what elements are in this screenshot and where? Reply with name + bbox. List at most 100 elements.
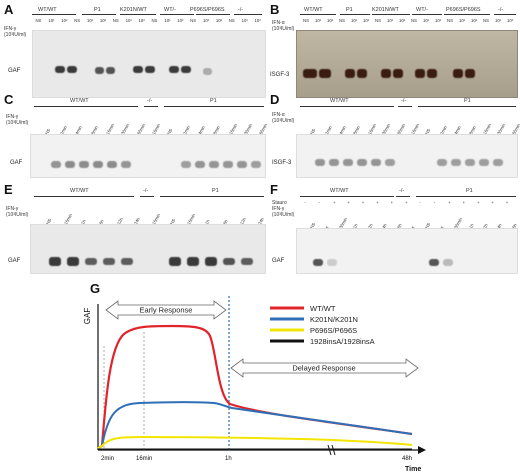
lane-label: 10¹ bbox=[125, 18, 132, 23]
lane-label: NS bbox=[112, 18, 119, 23]
band bbox=[49, 257, 61, 266]
lane-label: - bbox=[419, 200, 421, 205]
panel-f-stauro-row: - - + + + + + + - - + + + + + bbox=[300, 199, 516, 206]
band bbox=[315, 159, 325, 166]
group-line bbox=[34, 196, 134, 197]
group-line bbox=[144, 106, 158, 107]
band bbox=[121, 258, 133, 265]
group-label: P1 bbox=[212, 188, 219, 194]
group-label: K201N/WT bbox=[372, 7, 399, 13]
band bbox=[319, 69, 331, 78]
band bbox=[381, 69, 391, 78]
panel-letter-a: A bbox=[4, 2, 14, 17]
panel-a-band-label: GAF bbox=[8, 68, 21, 74]
lane-label: 10² bbox=[363, 18, 370, 23]
band bbox=[223, 258, 235, 265]
panel-f-lanes: NSs30min1h2h4h6hsNSs30min1h2h4h6h bbox=[300, 207, 517, 230]
group-line bbox=[412, 14, 442, 15]
lane-label: 10¹ bbox=[203, 18, 210, 23]
lane-label: 10¹ bbox=[315, 18, 322, 23]
lane-label: + bbox=[505, 200, 509, 205]
band bbox=[415, 69, 425, 78]
panel-d-rowlabel-1: IFN-α bbox=[272, 112, 285, 118]
group-line bbox=[398, 106, 412, 107]
legend-label: P696S/P696S bbox=[310, 326, 357, 335]
group-line bbox=[82, 14, 116, 15]
panel-f-gel bbox=[296, 228, 518, 274]
band bbox=[241, 258, 253, 265]
curve-p696s bbox=[97, 435, 413, 449]
group-label: WT/WT bbox=[304, 7, 323, 13]
lane-label: 10¹ bbox=[423, 18, 430, 23]
group-line bbox=[300, 14, 336, 15]
group-line bbox=[494, 14, 516, 15]
panel-c-band-label: GAF bbox=[10, 160, 23, 166]
panel-letter-d: D bbox=[270, 92, 280, 107]
lane-label: NS bbox=[447, 18, 453, 23]
group-label: P696S/P696S bbox=[446, 7, 481, 13]
lane-label: + bbox=[376, 200, 379, 205]
panel-c-rowlabel-1: IFN-γ bbox=[6, 114, 19, 120]
group-line bbox=[140, 196, 154, 197]
legend-label: K201N/K201N bbox=[310, 315, 358, 324]
group-label: WT/- bbox=[416, 7, 428, 13]
group-line bbox=[234, 14, 262, 15]
lane-label: 10² bbox=[177, 18, 184, 23]
panel-d-lanes: NS 2min 4min 8min 16min 30min 60min 16min NS 2min… bbox=[300, 107, 520, 136]
group-line bbox=[196, 14, 230, 15]
group-line bbox=[444, 14, 490, 15]
tick-label: 2min bbox=[101, 456, 114, 462]
lane-label: + bbox=[448, 200, 451, 205]
group-label: WT/- bbox=[164, 7, 176, 13]
lane-label: NS bbox=[190, 18, 197, 23]
lane-label: 10² bbox=[61, 18, 68, 23]
group-line bbox=[160, 14, 194, 15]
band bbox=[95, 67, 104, 74]
lane-label: 10¹ bbox=[351, 18, 358, 23]
band bbox=[371, 159, 381, 166]
lane-label: - bbox=[433, 200, 436, 205]
group-label: -/- bbox=[147, 98, 153, 104]
panel-f-band-label: GAF bbox=[272, 258, 285, 264]
group-label: K201N/WT bbox=[120, 7, 147, 13]
lane-label: 10² bbox=[138, 18, 145, 23]
panel-a-gel bbox=[32, 30, 266, 98]
lane-label: 10² bbox=[399, 18, 406, 23]
lane-label: NS bbox=[228, 18, 235, 23]
group-label: WT/WT bbox=[70, 98, 89, 104]
early-response-arrow bbox=[105, 300, 227, 320]
group-line bbox=[164, 106, 264, 107]
group-line bbox=[120, 14, 156, 15]
lane-label: NS bbox=[74, 18, 81, 23]
band bbox=[169, 66, 179, 73]
band bbox=[103, 258, 115, 265]
legend-label: WT/WT bbox=[310, 304, 336, 313]
group-line bbox=[340, 14, 370, 15]
axis-break bbox=[327, 444, 332, 456]
panel-e-rowlabel: IFN-γ (10³IU/ml) bbox=[6, 206, 28, 218]
panel-b-lanes: NS 10¹ 10² NS 10¹ 10² NS 10¹ 10² NS 10¹ 10² NS 10¹ 10²… bbox=[300, 17, 516, 27]
lane-label: 10¹ bbox=[387, 18, 394, 23]
delayed-response-label: Delayed Response bbox=[292, 364, 355, 373]
group-label: -/- bbox=[399, 188, 405, 194]
group-label: -/- bbox=[143, 188, 149, 194]
panel-letter-e: E bbox=[4, 182, 13, 197]
group-label: WT/WT bbox=[70, 188, 89, 194]
band bbox=[145, 66, 155, 73]
band bbox=[437, 159, 447, 166]
panel-b-band-label: ISGF-3 bbox=[270, 72, 290, 78]
panel-e-gel bbox=[30, 224, 266, 274]
band bbox=[106, 67, 115, 74]
lane-label: 10² bbox=[99, 18, 107, 23]
band bbox=[187, 257, 199, 266]
group-label: WT/WT bbox=[330, 98, 349, 104]
group-line bbox=[416, 196, 516, 197]
band bbox=[343, 159, 353, 166]
band bbox=[493, 159, 503, 166]
panel-a-rowlabel: IFN-γ (10³IU/ml) bbox=[4, 26, 26, 38]
panel-c-gel bbox=[30, 134, 266, 178]
band bbox=[327, 259, 337, 266]
x-axis-arrow bbox=[418, 446, 426, 454]
band bbox=[357, 159, 367, 166]
lane-label: - bbox=[318, 200, 321, 205]
